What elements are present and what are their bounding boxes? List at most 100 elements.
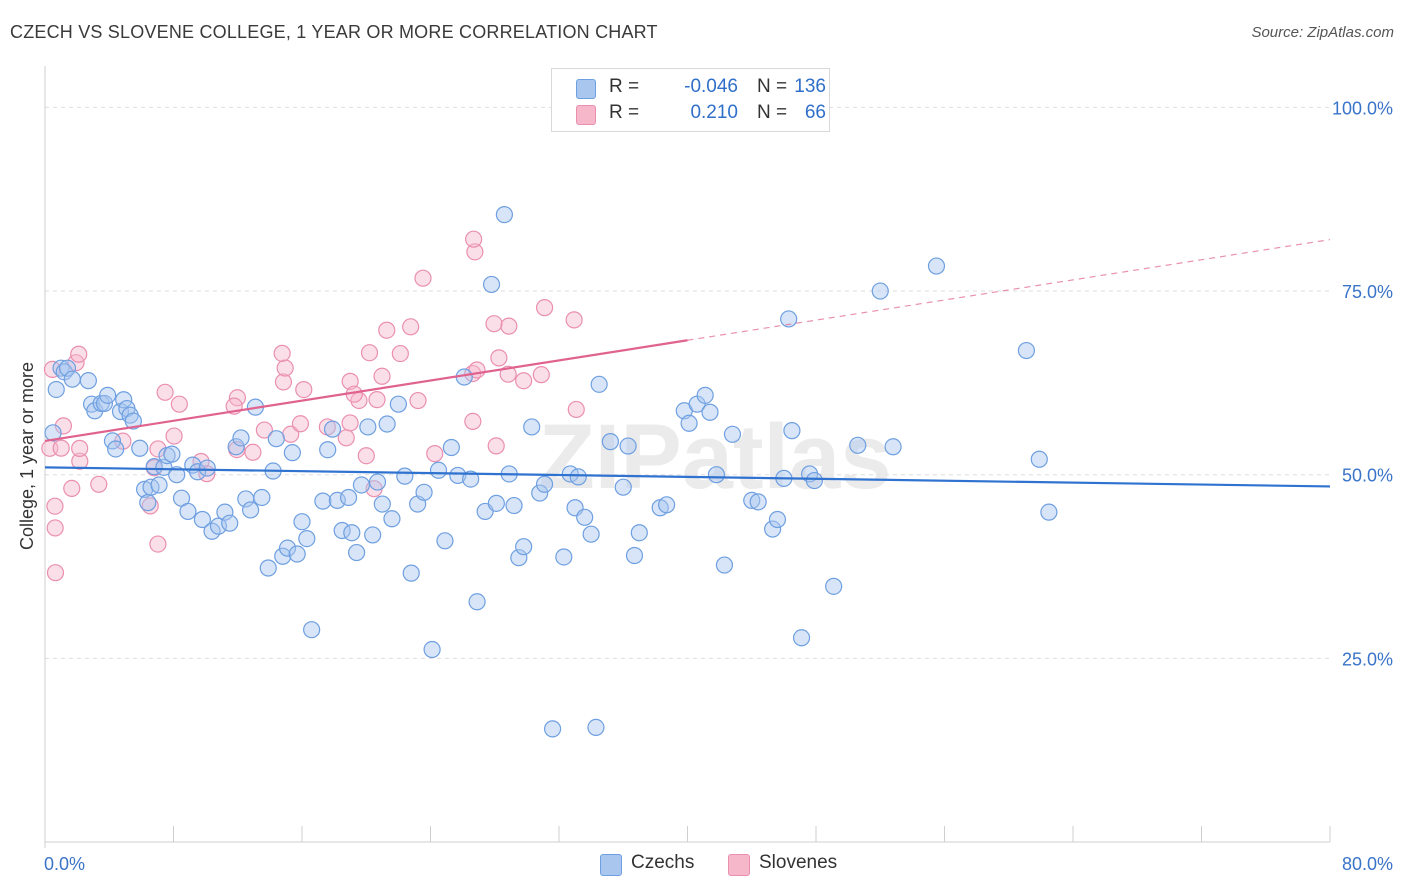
czech-point (582, 525, 600, 543)
czech-point (352, 476, 371, 494)
czech-point (343, 524, 361, 542)
czechs-trend-line (44, 466, 1331, 488)
czech-point (44, 424, 62, 442)
slovene-point (414, 269, 432, 287)
czech-point (396, 467, 414, 485)
czech-point (415, 483, 433, 501)
czech-point (359, 418, 377, 436)
y-tick-label: 25.0% (1342, 649, 1393, 669)
czech-point (805, 471, 823, 490)
czech-point (535, 475, 554, 493)
slovene-point (402, 318, 420, 336)
slovene-point (487, 437, 505, 455)
czech-point (783, 422, 801, 440)
slovene-point (46, 497, 64, 515)
slovenes-trend-line (44, 339, 688, 442)
slovene-point (341, 372, 359, 390)
czech-point (328, 491, 346, 510)
czech-point (267, 430, 285, 448)
czechs-points (44, 206, 1058, 738)
slovene-point (70, 345, 88, 363)
y-tick-label: 100.0% (1332, 98, 1393, 118)
czech-point (707, 466, 726, 484)
czech-point (927, 257, 946, 275)
czech-point (696, 386, 714, 404)
slovene-point (535, 299, 554, 317)
slovene-point (71, 439, 89, 457)
czech-point (232, 429, 250, 447)
czech-point (884, 438, 902, 456)
czech-point (792, 629, 811, 647)
slovene-point (341, 414, 359, 432)
czech-point (619, 437, 637, 455)
czech-point (701, 403, 719, 421)
czech-point (150, 476, 168, 494)
czech-point (163, 445, 181, 463)
slovene-point (500, 317, 518, 335)
czech-point (259, 559, 277, 577)
czech-point (124, 412, 142, 430)
czech-point (47, 380, 65, 399)
czech-point (348, 543, 366, 562)
czech-point (314, 492, 332, 510)
slovene-point (46, 519, 64, 537)
slovene-point (71, 452, 89, 470)
czech-point (58, 359, 77, 377)
slovene-point (360, 344, 379, 362)
czech-point (303, 621, 321, 639)
slovene-point (409, 391, 427, 410)
n-label: N = (757, 102, 788, 123)
czech-point (468, 593, 486, 611)
czech-point (99, 386, 117, 404)
czech-point (523, 418, 541, 436)
slovene-point (515, 372, 533, 390)
czech-point (849, 436, 867, 454)
czech-point (680, 414, 698, 432)
czech-point (373, 495, 391, 513)
czech-point (625, 546, 644, 565)
czech-point (436, 532, 454, 550)
slovene-point (274, 373, 293, 391)
slovene-point (165, 427, 183, 445)
slovene-point (368, 391, 386, 409)
slovene-point (90, 475, 108, 493)
czech-point (242, 501, 260, 519)
czech-point (423, 640, 441, 659)
czech-point (278, 539, 297, 557)
czech-point (749, 493, 767, 511)
czech-point (715, 556, 734, 574)
czechs-legend-label: Czechs (631, 852, 695, 873)
czech-point (283, 444, 301, 462)
czech-point (389, 395, 407, 413)
slovene-point (464, 412, 482, 431)
czech-point (590, 375, 608, 393)
czech-point (449, 466, 467, 485)
czech-point (543, 720, 562, 738)
czech-point (168, 466, 186, 484)
czech-point (825, 577, 843, 595)
czech-point (1040, 503, 1058, 521)
slovene-point (255, 421, 273, 439)
czech-point (531, 484, 549, 502)
slovene-point (170, 395, 188, 413)
czech-point (107, 440, 125, 458)
r-label: R = (609, 76, 640, 97)
r-value: -0.046 (684, 76, 738, 97)
czech-point (198, 459, 216, 477)
correlation-legend: R = -0.046 N = 136 R = 0.210 N = 66 (551, 68, 830, 132)
x-tick-label: 80.0% (1342, 854, 1393, 874)
czech-point (115, 391, 133, 409)
czech-point (319, 441, 337, 459)
czech-point (293, 513, 311, 531)
czech-point (429, 461, 448, 479)
czech-point (131, 439, 149, 457)
n-value: 136 (794, 76, 826, 97)
czech-point (364, 526, 382, 544)
czech-point (569, 468, 587, 486)
czech-point (179, 502, 197, 521)
slovene-point (46, 564, 65, 582)
czech-point (221, 514, 239, 532)
czech-point (383, 510, 401, 528)
slovene-point (276, 359, 294, 377)
czech-point (510, 549, 528, 567)
